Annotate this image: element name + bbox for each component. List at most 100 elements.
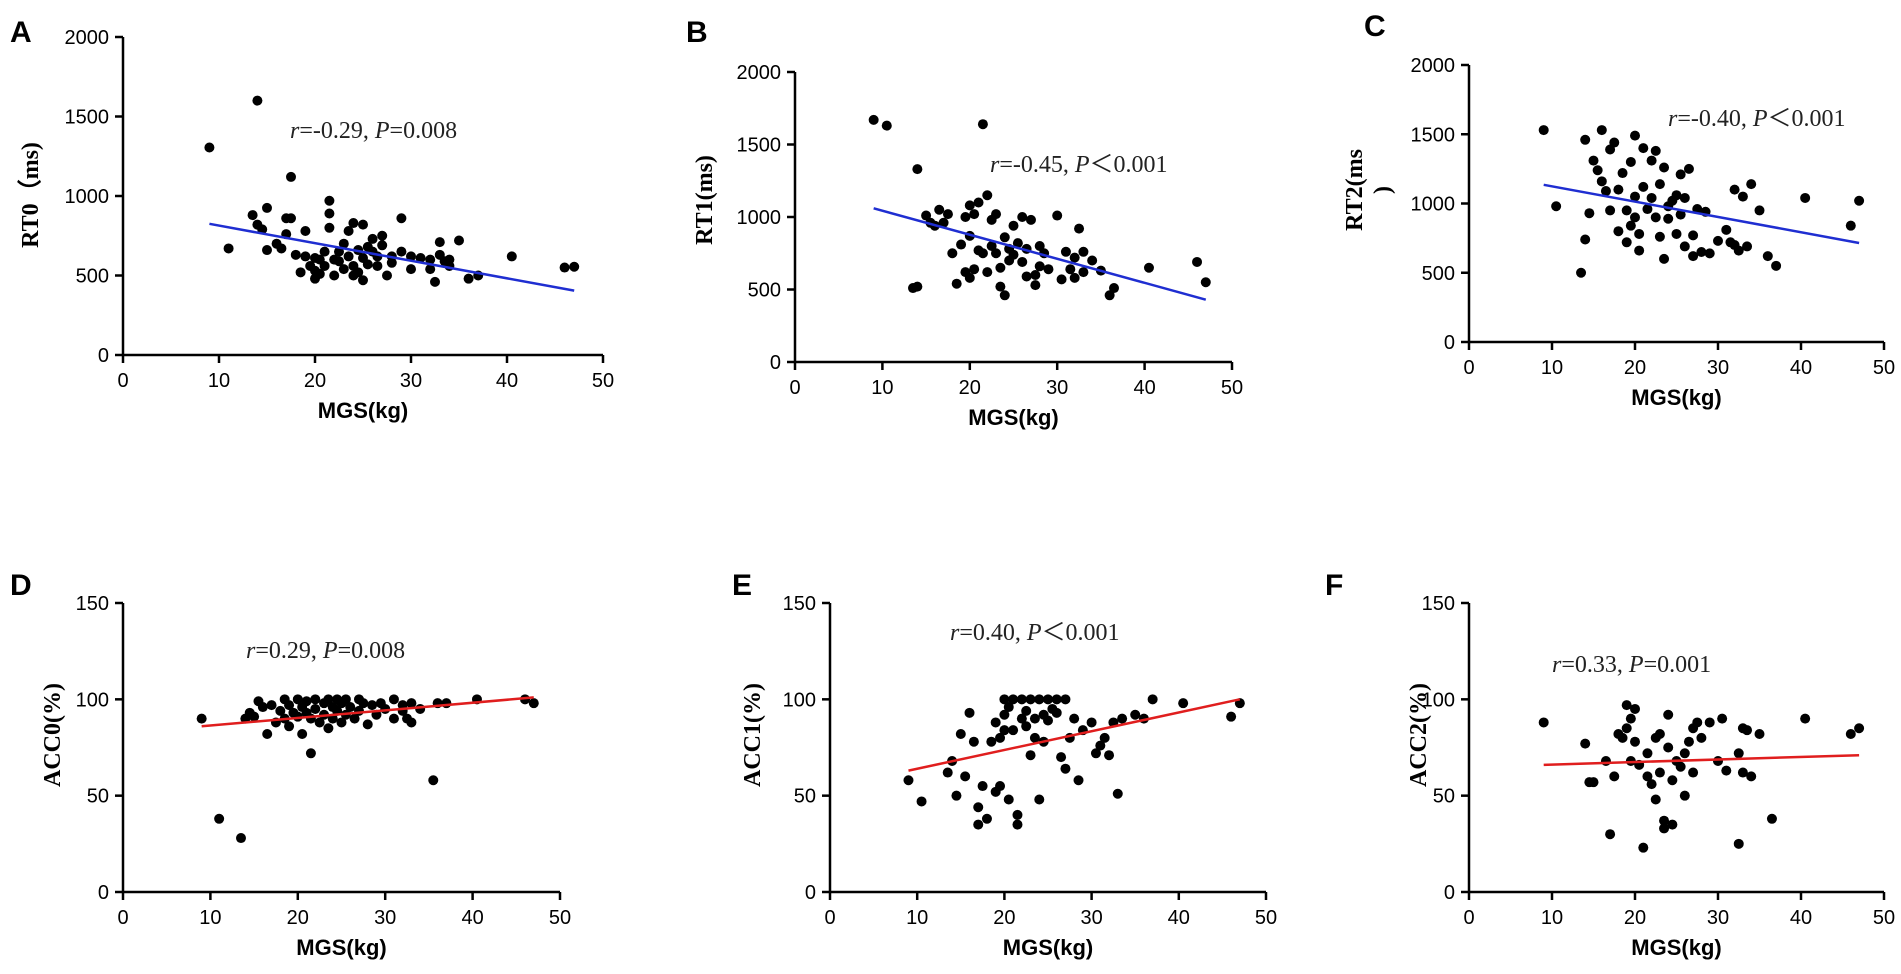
- data-point: [415, 703, 426, 714]
- x-tick-label: 40: [1168, 907, 1190, 929]
- x-tick-label: 10: [906, 907, 928, 929]
- data-point: [528, 698, 539, 709]
- data-point: [1704, 717, 1715, 728]
- data-point: [1746, 179, 1757, 190]
- data-point: [214, 813, 225, 824]
- panel-e: E 0 10 20 30 40 50 0 50 100 150 MGS(kg) ACC1(%) r=0.4…: [732, 569, 1277, 960]
- data-point: [1060, 246, 1071, 257]
- x-tick-label: 20: [304, 370, 326, 392]
- x-tick-label: 20: [993, 907, 1015, 929]
- x-axis-label: MGS(kg): [318, 398, 408, 423]
- data-point: [921, 210, 932, 221]
- panel-letter: C: [1364, 10, 1386, 43]
- data-point: [1117, 713, 1128, 724]
- x-axis-label: MGS(kg): [1631, 385, 1721, 410]
- data-point: [1634, 228, 1645, 239]
- data-point: [1069, 252, 1080, 263]
- annotation-part: r: [950, 620, 960, 646]
- data-point: [1721, 765, 1732, 776]
- data-point: [1609, 771, 1620, 782]
- data-point: [324, 195, 335, 206]
- data-point: [986, 736, 997, 747]
- data-point: [942, 767, 953, 778]
- y-axis-label-line: RT2(ms: [1342, 149, 1368, 231]
- data-point: [569, 261, 580, 272]
- x-tick-label: 10: [199, 907, 221, 929]
- data-point: [1034, 241, 1045, 251]
- annotation-part: ＜0.001: [1090, 152, 1168, 178]
- data-point: [388, 694, 399, 705]
- data-point: [349, 713, 360, 724]
- data-point: [903, 775, 914, 786]
- data-point: [1034, 261, 1045, 272]
- regression-line: [201, 696, 534, 728]
- data-point: [262, 202, 272, 213]
- x-tick-label: 10: [871, 377, 893, 399]
- data-point: [1226, 711, 1237, 722]
- data-point: [1043, 715, 1053, 726]
- y-tick-label: 1500: [65, 107, 110, 129]
- y-tick-label: 1000: [1411, 194, 1456, 216]
- data-point: [1003, 702, 1014, 713]
- data-point: [292, 694, 303, 705]
- annotation-part: r: [1668, 106, 1678, 132]
- x-tick-label: 30: [1080, 907, 1102, 929]
- data-point: [1630, 130, 1640, 141]
- correlation-annotation: r=-0.40, P＜0.001: [1668, 106, 1846, 132]
- data-point: [991, 248, 1002, 259]
- data-point: [343, 225, 354, 236]
- data-point: [1078, 267, 1089, 278]
- data-point: [1854, 195, 1865, 206]
- data-point: [1051, 694, 1062, 705]
- data-point: [262, 729, 273, 740]
- data-point: [1592, 165, 1603, 176]
- data-point: [999, 694, 1010, 705]
- data-point: [358, 698, 369, 709]
- y-tick-label: 100: [1422, 689, 1455, 711]
- panel-letter: B: [686, 16, 708, 49]
- data-point: [406, 717, 417, 728]
- data-point: [1679, 748, 1690, 759]
- data-point: [1584, 208, 1595, 219]
- data-point: [1659, 823, 1670, 834]
- data-point: [1069, 713, 1080, 724]
- data-point: [1099, 732, 1110, 743]
- annotation-part: P: [374, 118, 390, 144]
- data-point: [1646, 155, 1657, 166]
- panel-letter: E: [732, 569, 752, 602]
- data-point: [1043, 694, 1053, 705]
- y-tick-label: 1000: [65, 186, 110, 208]
- data-point: [1003, 794, 1014, 805]
- data-point: [990, 717, 1001, 728]
- data-point: [305, 748, 316, 759]
- data-point: [1625, 220, 1636, 231]
- data-point: [995, 262, 1006, 273]
- data-point: [1008, 725, 1019, 736]
- data-point: [1621, 700, 1632, 711]
- data-point: [1073, 775, 1084, 786]
- data-point: [1056, 752, 1067, 763]
- x-tick-label: 40: [461, 907, 483, 929]
- data-point: [336, 717, 347, 728]
- data-point: [956, 239, 967, 250]
- data-point: [1650, 212, 1661, 223]
- annotation-part: ＜0.001: [1768, 106, 1846, 132]
- data-point: [406, 264, 416, 275]
- y-axis-label: RT1(ms): [692, 155, 718, 245]
- data-point: [947, 248, 958, 259]
- data-point: [912, 164, 923, 175]
- data-point: [425, 264, 436, 275]
- y-tick-label: 0: [98, 345, 109, 367]
- data-point: [310, 694, 321, 705]
- data-point: [1538, 125, 1549, 136]
- panel-letter: F: [1325, 569, 1343, 602]
- data-point: [995, 781, 1006, 792]
- data-point: [1025, 694, 1036, 705]
- data-point: [1178, 698, 1189, 709]
- y-tick-label: 0: [805, 882, 816, 904]
- data-point: [284, 721, 295, 732]
- annotation-part: r: [246, 638, 256, 664]
- data-point: [1630, 191, 1640, 202]
- data-point: [1016, 694, 1027, 705]
